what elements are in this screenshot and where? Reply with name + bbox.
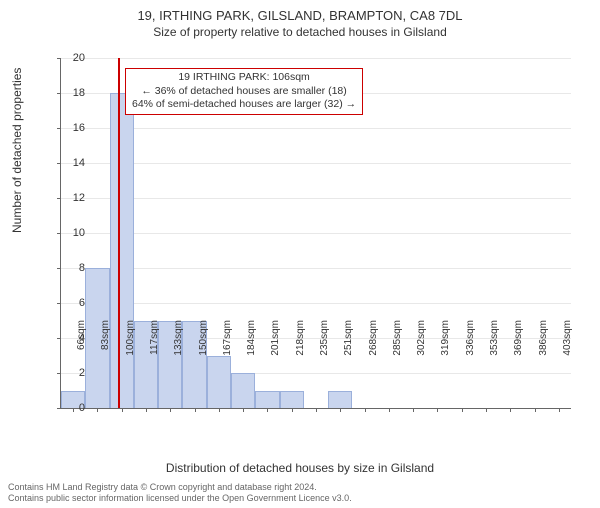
xtick-label: 66sqm [76, 320, 87, 370]
ytick-label: 8 [55, 262, 85, 274]
ytick-label: 0 [55, 402, 85, 414]
histogram-bar [280, 391, 304, 409]
xtick-label: 201sqm [270, 320, 281, 370]
xtick-label: 83sqm [100, 320, 111, 370]
ytick-label: 18 [55, 87, 85, 99]
gridline [61, 128, 571, 129]
xtick-label: 184sqm [246, 320, 257, 370]
annotation-line: 64% of semi-detached houses are larger (… [132, 98, 356, 112]
xtick-mark [535, 408, 536, 412]
xtick-mark [413, 408, 414, 412]
xtick-mark [243, 408, 244, 412]
xtick-mark [389, 408, 390, 412]
xtick-label: 133sqm [173, 320, 184, 370]
xtick-label: 268sqm [368, 320, 379, 370]
xtick-label: 251sqm [343, 320, 354, 370]
xtick-label: 403sqm [562, 320, 573, 370]
xtick-label: 150sqm [198, 320, 209, 370]
ytick-label: 12 [55, 192, 85, 204]
annotation-box: 19 IRTHING PARK: 106sqm← 36% of detached… [125, 68, 363, 115]
ytick-label: 16 [55, 122, 85, 134]
footer-line-1: Contains HM Land Registry data © Crown c… [8, 482, 352, 493]
xtick-mark [510, 408, 511, 412]
ytick-label: 10 [55, 227, 85, 239]
xtick-mark [219, 408, 220, 412]
xtick-mark [437, 408, 438, 412]
ytick-label: 20 [55, 52, 85, 64]
marker-line [118, 58, 120, 408]
xtick-label: 285sqm [392, 320, 403, 370]
footer-line-2: Contains public sector information licen… [8, 493, 352, 504]
x-axis-label: Distribution of detached houses by size … [0, 461, 600, 475]
xtick-mark [195, 408, 196, 412]
xtick-mark [170, 408, 171, 412]
xtick-label: 117sqm [149, 320, 160, 370]
annotation-line: 19 IRTHING PARK: 106sqm [132, 71, 356, 85]
xtick-mark [462, 408, 463, 412]
xtick-label: 218sqm [295, 320, 306, 370]
xtick-mark [146, 408, 147, 412]
gridline [61, 163, 571, 164]
xtick-label: 336sqm [465, 320, 476, 370]
xtick-mark [316, 408, 317, 412]
histogram-bar [255, 391, 279, 409]
histogram-bar [231, 373, 255, 408]
xtick-label: 235sqm [319, 320, 330, 370]
gridline [61, 268, 571, 269]
page-subtitle: Size of property relative to detached ho… [0, 25, 600, 39]
gridline [61, 233, 571, 234]
gridline [61, 198, 571, 199]
histogram-bar [328, 391, 352, 409]
xtick-mark [267, 408, 268, 412]
footer: Contains HM Land Registry data © Crown c… [8, 482, 352, 504]
xtick-mark [486, 408, 487, 412]
xtick-label: 319sqm [440, 320, 451, 370]
annotation-line: ← 36% of detached houses are smaller (18… [132, 85, 356, 99]
page-title: 19, IRTHING PARK, GILSLAND, BRAMPTON, CA… [0, 8, 600, 23]
xtick-label: 369sqm [513, 320, 524, 370]
xtick-mark [97, 408, 98, 412]
xtick-label: 100sqm [125, 320, 136, 370]
ytick-label: 14 [55, 157, 85, 169]
xtick-mark [340, 408, 341, 412]
xtick-mark [559, 408, 560, 412]
xtick-label: 167sqm [222, 320, 233, 370]
xtick-label: 353sqm [489, 320, 500, 370]
xtick-label: 386sqm [538, 320, 549, 370]
gridline [61, 303, 571, 304]
xtick-label: 302sqm [416, 320, 427, 370]
xtick-mark [122, 408, 123, 412]
y-axis-label: Number of detached properties [10, 68, 24, 233]
xtick-mark [365, 408, 366, 412]
ytick-label: 6 [55, 297, 85, 309]
gridline [61, 58, 571, 59]
xtick-mark [292, 408, 293, 412]
